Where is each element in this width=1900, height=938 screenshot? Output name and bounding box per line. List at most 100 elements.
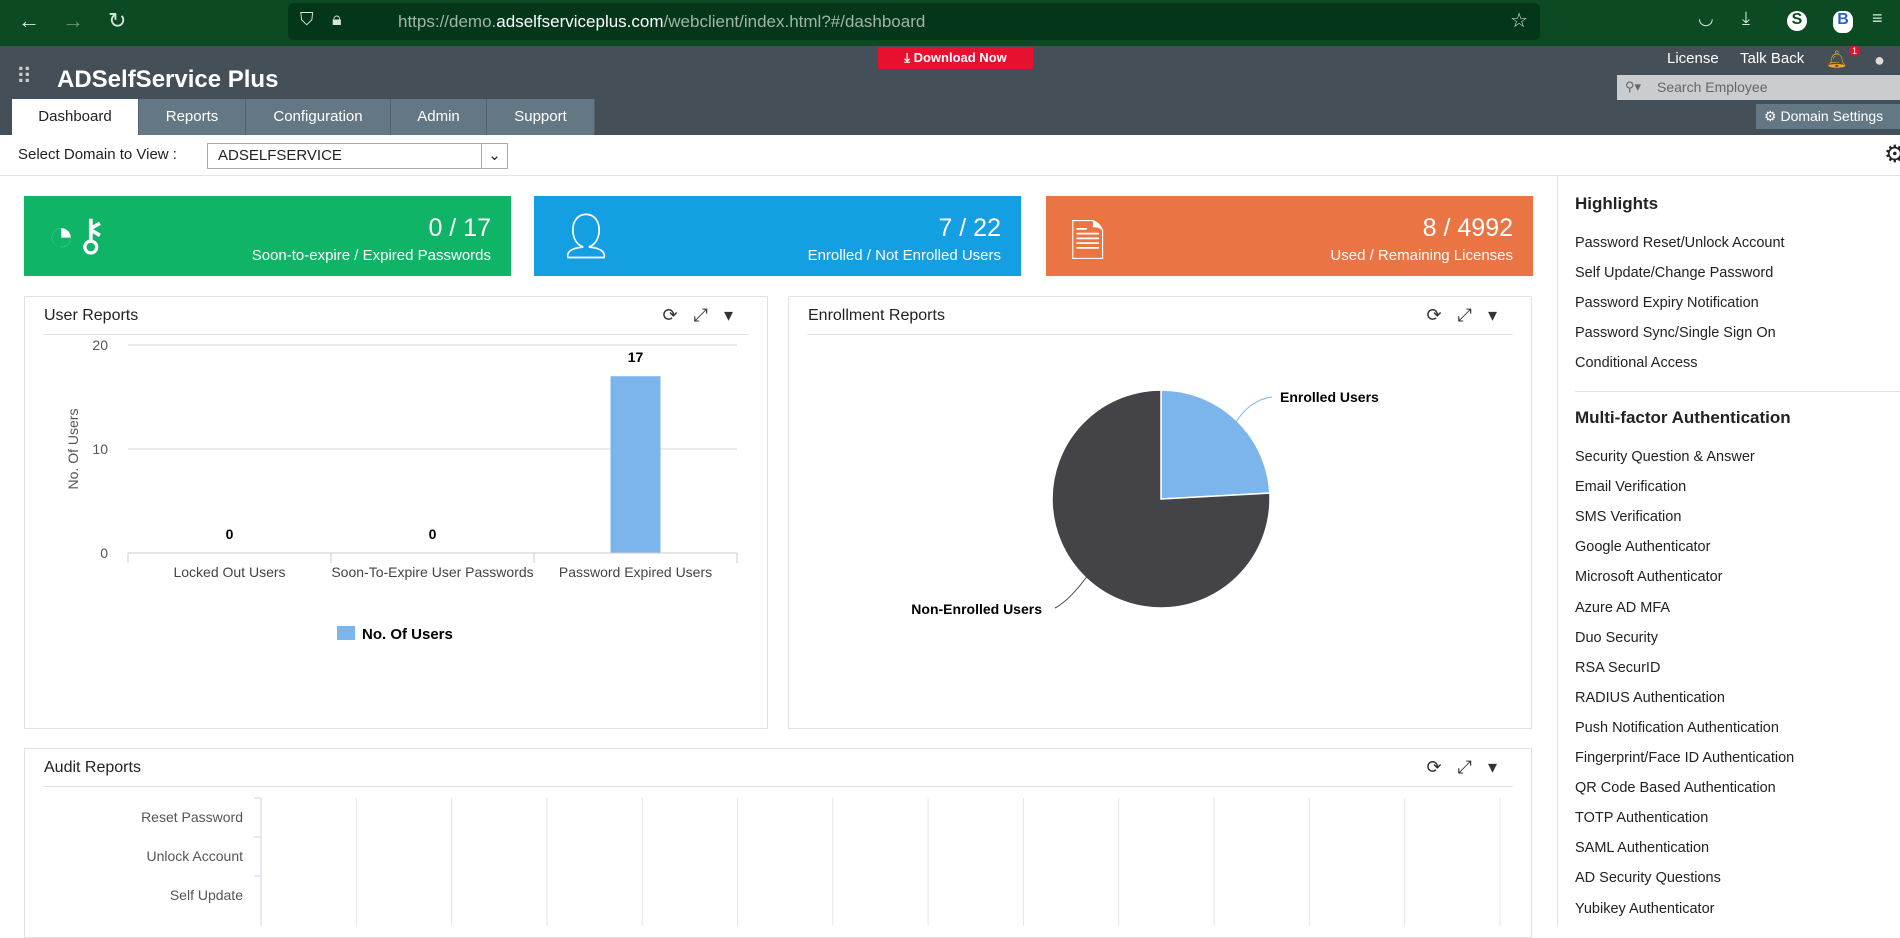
highlight-link[interactable]: Password Expiry Notification [1575,295,1759,311]
license-link[interactable]: License [1667,50,1719,67]
data-label: 17 [628,349,644,365]
bar [610,376,661,553]
mfa-link[interactable]: Azure AD MFA [1575,599,1671,616]
shield-icon: ⛉ [300,9,314,29]
y-tick-label: 10 [92,441,108,457]
domain-select[interactable]: ADSELFSERVICE ⌄ [207,143,508,169]
mfa-link[interactable]: Push Notification Authentication [1575,719,1779,736]
mfa-link[interactable]: Microsoft Authenticator [1575,569,1723,586]
mfa-link[interactable]: Security Question & Answer [1575,449,1755,465]
search-employee-input[interactable]: ⚲▾ Search Employee [1617,75,1900,100]
card-value: 8 / 4992 [1422,214,1513,242]
audit-reports-panel: Audit Reports ⟳⤢▾ [24,748,1532,938]
mfa-link[interactable]: RSA SecurID [1575,659,1661,676]
tab-configuration[interactable]: Configuration [246,99,391,135]
expand-icon[interactable]: ⤢ [1457,757,1488,777]
y-tick-label: 0 [100,545,108,561]
panel-title: User Reports [44,307,139,324]
mfa-link[interactable]: AD Security Questions [1575,870,1721,887]
logo: ADSelfService Plus [57,66,279,93]
mfa-link[interactable]: Fingerprint/Face ID Authentication [1575,750,1795,766]
tab-reports[interactable]: Reports [139,99,246,135]
highlights-heading: Highlights [1575,194,1659,213]
x-tick-label: Password Expired Users [559,564,712,580]
clock-key-icon: ◔⚷ [48,211,107,260]
gear-icon[interactable]: ⚙ [1884,141,1900,168]
dropdown-icon[interactable]: ▾ [1487,305,1513,325]
chevron-down-icon: ⌄ [481,144,507,168]
notification-bell-icon[interactable]: 🔔︎ [1826,50,1848,69]
mfa-link[interactable]: Yubikey Authenticator [1575,900,1715,917]
panel-title: Enrollment Reports [808,307,945,324]
mfa-link[interactable]: SAML Authentication [1575,840,1710,857]
expired-passwords-card[interactable]: ◔⚷ 0 / 17 Soon-to-expire / Expired Passw… [24,196,511,276]
y-tick-label: Unlock Account [147,848,244,864]
mfa-link[interactable]: Duo Security [1575,629,1659,646]
menu-icon[interactable]: ≡ [1872,8,1883,28]
card-label: Used / Remaining Licenses [1330,247,1513,264]
mfa-link[interactable]: TOTP Authentication [1575,810,1709,827]
tab-support[interactable]: Support [487,99,595,135]
enrolled-users-card[interactable]: 👤︎ 7 / 22 Enrolled / Not Enrolled Users [534,196,1021,276]
back-icon[interactable]: ← [18,8,40,33]
tab-admin[interactable]: Admin [391,99,487,135]
highlight-link[interactable]: Password Reset/Unlock Account [1575,235,1785,251]
mfa-link[interactable]: Google Authenticator [1575,539,1711,556]
licenses-card[interactable]: 🗎︎ 8 / 4992 Used / Remaining Licenses [1046,196,1533,276]
highlight-link[interactable]: Self Update/Change Password [1575,265,1774,281]
pie-label: Enrolled Users [1280,389,1379,405]
mfa-link[interactable]: QR Code Based Authentication [1575,780,1776,797]
x-tick-label: Locked Out Users [173,564,285,580]
card-value: 0 / 17 [428,214,491,242]
download-now-button[interactable]: ⤓ Download Now [878,47,1033,69]
panel-tools: ⟳⤢▾ [1426,305,1513,326]
legend-swatch [337,626,355,640]
extension-s-icon[interactable]: S [1787,11,1807,31]
user-avatar-icon[interactable]: ● [1874,50,1885,70]
leader-line [1235,396,1273,423]
search-icon: ⚲▾ [1625,79,1642,94]
dropdown-icon[interactable]: ▾ [723,305,749,325]
enrollment-reports-panel: Enrollment Reports ⟳⤢▾ [788,296,1532,729]
mfa-link[interactable]: Email Verification [1575,479,1687,496]
reload-icon[interactable]: ↻ [108,8,127,33]
legend-label: No. Of Users [362,626,453,643]
download-icon[interactable]: ⤓ [1742,8,1750,28]
pocket-icon[interactable]: ◡ [1698,8,1714,28]
card-value: 7 / 22 [938,214,1001,242]
domain-row [0,135,1900,176]
highlight-link[interactable]: Password Sync/Single Sign On [1575,325,1776,341]
refresh-icon[interactable]: ⟳ [1426,757,1458,777]
forward-icon[interactable]: → [62,8,84,33]
refresh-icon[interactable]: ⟳ [1426,305,1458,325]
browser-toolbar: ← → ↻ ⛉ 🔒︎ https://demo.adselfserviceplu… [0,0,1900,46]
expand-icon[interactable]: ⤢ [1457,305,1488,325]
pie-label: Non-Enrolled Users [911,601,1042,617]
domain-settings-button[interactable]: ⚙ Domain Settings [1756,104,1900,129]
mfa-link[interactable]: SMS Verification [1575,509,1682,526]
talk-back-link[interactable]: Talk Back [1740,50,1805,67]
domain-label: Select Domain to View : [18,146,177,163]
tab-dashboard[interactable]: Dashboard [12,99,139,135]
data-label: 0 [429,526,437,542]
panel-title: Audit Reports [44,759,141,776]
certificate-icon: 🗎︎ [1070,218,1106,267]
extension-b-icon[interactable]: B [1833,11,1853,33]
refresh-icon[interactable]: ⟳ [662,305,694,325]
address-bar[interactable]: ⛉ 🔒︎ https://demo.adselfserviceplus.com/… [288,3,1540,40]
x-tick-label: Soon-To-Expire User Passwords [331,564,533,580]
bookmark-star-icon[interactable]: ☆ [1510,10,1528,32]
expand-icon[interactable]: ⤢ [693,305,724,325]
mfa-link[interactable]: RADIUS Authentication [1575,689,1725,706]
highlight-link[interactable]: Conditional Access [1575,355,1698,371]
data-label: 0 [226,526,234,542]
url-text: https://demo.adselfserviceplus.com/webcl… [398,12,926,31]
y-axis-label: No. Of Users [65,409,81,490]
panel-tools: ⟳⤢▾ [662,305,749,326]
dropdown-icon[interactable]: ▾ [1487,757,1513,777]
notification-badge: 1 [1849,46,1861,56]
panel-tools: ⟳⤢▾ [1426,757,1513,778]
apps-grid-icon[interactable]: ⠿ [16,64,33,89]
divider [1575,391,1900,392]
